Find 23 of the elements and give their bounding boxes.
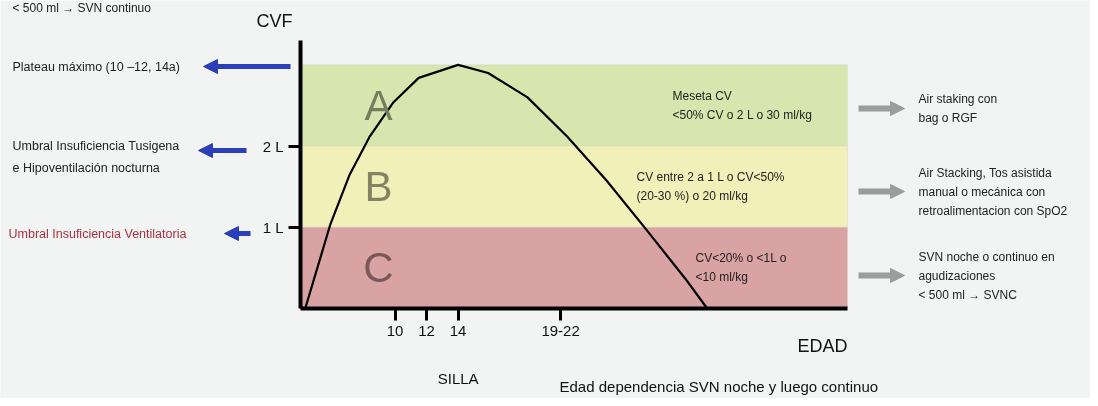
annotation: CV<20% o <1L o <10 ml/kg	[695, 251, 787, 285]
band-label: C	[363, 244, 394, 292]
x-tick-label: 19-22	[541, 321, 580, 339]
text: < 500 ml → SVN continuo	[12, 0, 152, 15]
x-axis-title: EDAD	[797, 335, 848, 356]
text: SILLA	[437, 370, 479, 387]
annotation: CV entre 2 a 1 L o CV<50% (20-30 %) o 20 ml/kg	[636, 170, 785, 204]
text: Umbral Insuficiencia Ventilatoria	[8, 226, 187, 241]
x-tick-label: 14	[449, 321, 467, 339]
x-tick-label: 12	[418, 321, 435, 339]
y-tick-label: 2 L	[262, 137, 284, 155]
annotation: Meseta CV <50% CV o 2 L o 30 ml/kg	[672, 88, 812, 122]
text: Edad dependencia SVN noche y luego continuo	[559, 378, 879, 395]
text: Plateau máximo (10 –12, 14a)	[12, 59, 180, 74]
text: Air Stacking, Tos asistida manual o mecánica con retroalimentacion con SpO2	[918, 165, 1068, 218]
y-tick-label: 1 L	[262, 218, 284, 236]
text: Air staking con bag o RGF	[918, 92, 998, 125]
y-axis-title: CVF	[256, 10, 293, 31]
band-label: A	[364, 81, 393, 129]
band-label: B	[364, 163, 393, 211]
text: Umbral Insuficiencia Tusigena e Hipoventilación nocturna	[12, 138, 180, 175]
text: SVN noche o continuo en agudizaciones < 500 ml → SVNC	[918, 249, 1055, 302]
x-tick-label: 10	[386, 321, 404, 339]
